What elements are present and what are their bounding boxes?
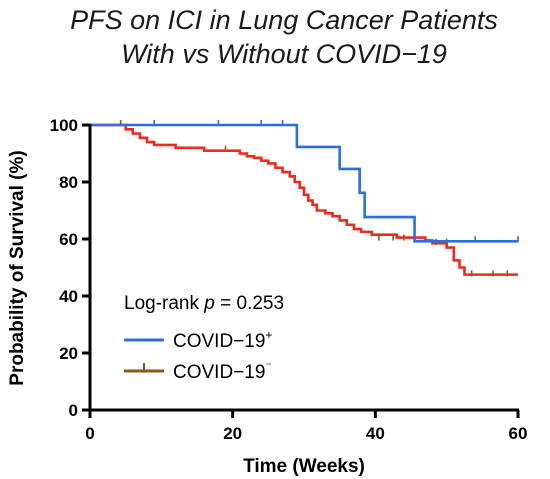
- legend-label-covid-negative-base: COVID−19: [173, 362, 265, 383]
- y-axis-label: Probability of Survival (%): [7, 150, 28, 385]
- y-tick-label: 40: [59, 287, 78, 306]
- y-tick-label: 80: [59, 173, 78, 192]
- logrank-annotation: Log-rank p = 0.253: [124, 293, 284, 314]
- x-axis-label: Time (Weeks): [243, 456, 365, 477]
- logrank-p-symbol: p: [203, 293, 215, 314]
- y-tick-label: 0: [69, 401, 78, 420]
- chart-title-line-1: PFS on ICI in Lung Cancer Patients: [70, 5, 498, 35]
- km-curve-covid-negative: [90, 123, 518, 276]
- x-tick-label: 0: [85, 424, 94, 443]
- x-tick-label: 20: [223, 424, 242, 443]
- legend-label-covid-negative: COVID−19⁻: [173, 359, 272, 383]
- logrank-text: Log-rank: [124, 293, 204, 314]
- legend-label-covid-positive-sup: +: [265, 328, 272, 342]
- legend: Log-rank p = 0.253 COVID−19+ COVID−19⁻: [124, 293, 284, 383]
- chart-title-line-2: With vs Without COVID−19: [121, 39, 447, 69]
- ticks-layer: 0 20 40 60 0 20 40 60 80 100: [50, 116, 528, 443]
- x-tick-label: 40: [366, 424, 385, 443]
- logrank-value: = 0.253: [215, 293, 284, 314]
- x-tick-label: 60: [509, 424, 528, 443]
- y-tick-label: 100: [50, 116, 78, 135]
- y-tick-label: 60: [59, 230, 78, 249]
- y-tick-label: 20: [59, 344, 78, 363]
- legend-label-covid-positive: COVID−19+: [173, 328, 272, 352]
- km-curve-covid-positive: [90, 123, 518, 243]
- legend-label-covid-positive-base: COVID−19: [173, 331, 265, 352]
- legend-label-covid-negative-sup: ⁻: [265, 359, 271, 373]
- series-layer: [90, 120, 519, 277]
